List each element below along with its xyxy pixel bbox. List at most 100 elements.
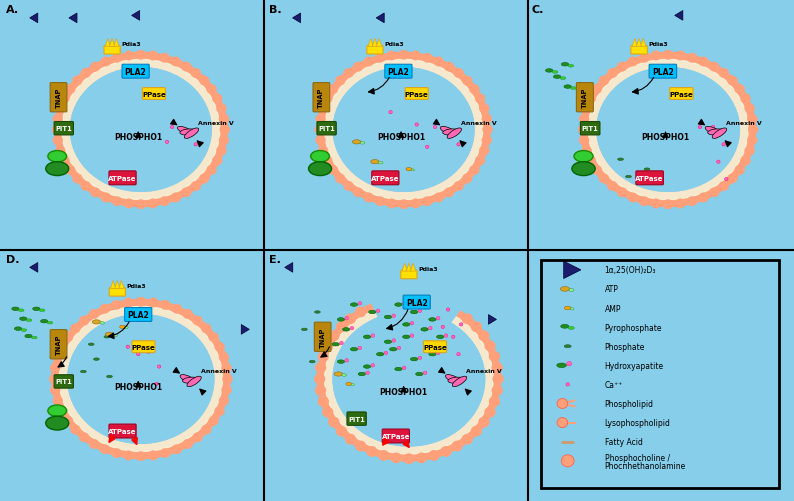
Ellipse shape: [384, 340, 391, 344]
Circle shape: [341, 354, 349, 361]
FancyBboxPatch shape: [669, 88, 693, 100]
Circle shape: [206, 85, 217, 95]
FancyBboxPatch shape: [132, 341, 155, 353]
Circle shape: [456, 416, 464, 424]
Circle shape: [193, 316, 202, 326]
Circle shape: [337, 323, 346, 332]
Circle shape: [183, 310, 193, 319]
Ellipse shape: [334, 372, 342, 376]
Circle shape: [131, 183, 139, 190]
Circle shape: [371, 364, 375, 367]
Circle shape: [154, 72, 162, 80]
Circle shape: [599, 174, 609, 184]
Ellipse shape: [106, 375, 113, 378]
Circle shape: [337, 116, 345, 124]
FancyBboxPatch shape: [54, 375, 73, 388]
Circle shape: [148, 199, 158, 209]
Text: ATPase: ATPase: [382, 433, 410, 439]
Circle shape: [364, 424, 372, 431]
Circle shape: [336, 126, 344, 134]
Circle shape: [194, 143, 198, 147]
Circle shape: [112, 54, 122, 63]
Ellipse shape: [113, 334, 118, 337]
Circle shape: [344, 182, 353, 191]
Circle shape: [592, 85, 602, 95]
Text: PPase: PPase: [423, 344, 447, 350]
Circle shape: [441, 326, 445, 329]
Circle shape: [65, 166, 75, 175]
Circle shape: [417, 453, 426, 462]
Circle shape: [453, 182, 464, 191]
Circle shape: [50, 385, 60, 395]
Circle shape: [175, 82, 183, 89]
Circle shape: [101, 58, 111, 67]
Ellipse shape: [314, 311, 320, 314]
Circle shape: [148, 52, 158, 61]
Circle shape: [353, 63, 363, 72]
Circle shape: [579, 115, 589, 124]
Circle shape: [722, 143, 726, 147]
Circle shape: [193, 345, 201, 352]
Circle shape: [415, 124, 418, 127]
Circle shape: [97, 422, 105, 430]
Circle shape: [472, 364, 480, 372]
Circle shape: [155, 319, 163, 327]
FancyBboxPatch shape: [109, 171, 136, 185]
Ellipse shape: [71, 69, 211, 192]
Circle shape: [394, 70, 402, 78]
Ellipse shape: [570, 308, 574, 310]
Ellipse shape: [25, 335, 33, 338]
Circle shape: [399, 200, 409, 209]
Circle shape: [160, 301, 170, 310]
Ellipse shape: [337, 318, 345, 322]
Ellipse shape: [557, 363, 566, 368]
FancyBboxPatch shape: [109, 424, 136, 438]
Circle shape: [57, 406, 67, 416]
Circle shape: [50, 364, 60, 373]
Circle shape: [75, 397, 83, 404]
Circle shape: [335, 77, 345, 86]
Ellipse shape: [376, 353, 384, 356]
Text: Pyrophosphate: Pyrophosphate: [605, 323, 662, 332]
Ellipse shape: [342, 328, 350, 332]
Circle shape: [446, 424, 454, 431]
Circle shape: [646, 181, 654, 188]
Circle shape: [329, 417, 339, 427]
Text: Pdia3: Pdia3: [384, 42, 403, 47]
Circle shape: [617, 164, 625, 172]
Circle shape: [184, 89, 192, 96]
Circle shape: [181, 63, 191, 72]
Circle shape: [155, 383, 158, 386]
Circle shape: [90, 89, 98, 96]
Circle shape: [165, 76, 173, 84]
Circle shape: [382, 181, 390, 188]
Circle shape: [53, 396, 63, 406]
Polygon shape: [564, 262, 581, 279]
Circle shape: [483, 125, 492, 135]
Circle shape: [601, 137, 609, 144]
Ellipse shape: [561, 63, 569, 67]
Ellipse shape: [588, 60, 748, 200]
Ellipse shape: [310, 361, 315, 363]
Circle shape: [422, 54, 432, 63]
Text: PIT1: PIT1: [318, 126, 335, 132]
Text: Pdia3: Pdia3: [121, 42, 141, 47]
Circle shape: [65, 85, 75, 95]
Circle shape: [202, 324, 211, 334]
Ellipse shape: [80, 371, 87, 373]
FancyBboxPatch shape: [423, 341, 446, 353]
Ellipse shape: [360, 142, 364, 145]
Polygon shape: [110, 281, 116, 289]
Text: PIT1: PIT1: [582, 126, 599, 132]
Circle shape: [719, 156, 727, 164]
Circle shape: [119, 181, 127, 188]
Circle shape: [436, 317, 440, 320]
Circle shape: [212, 156, 222, 166]
Circle shape: [626, 171, 634, 179]
Circle shape: [462, 315, 472, 324]
Circle shape: [126, 345, 129, 349]
Text: Ca⁺⁺: Ca⁺⁺: [605, 380, 623, 389]
Circle shape: [191, 156, 198, 164]
Circle shape: [199, 116, 207, 124]
Circle shape: [410, 334, 414, 338]
